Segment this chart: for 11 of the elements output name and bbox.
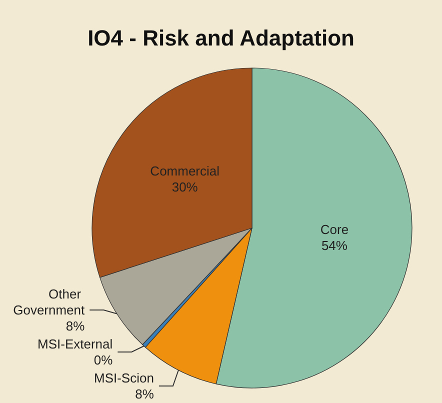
data-label: 8% [66,318,86,334]
slice-label: MSI-Scion [94,370,154,386]
slice-label: Core [320,222,349,237]
slice-label: Commercial [150,164,220,179]
chart-title: IO4 - Risk and Adaptation [88,26,354,50]
slice-label: MSI-External [38,336,113,352]
slice-label: Other Government [13,286,86,318]
data-label: 54% [321,238,348,253]
data-label: 0% [94,352,114,368]
data-label: 8% [135,386,154,402]
data-label: 30% [172,180,198,195]
